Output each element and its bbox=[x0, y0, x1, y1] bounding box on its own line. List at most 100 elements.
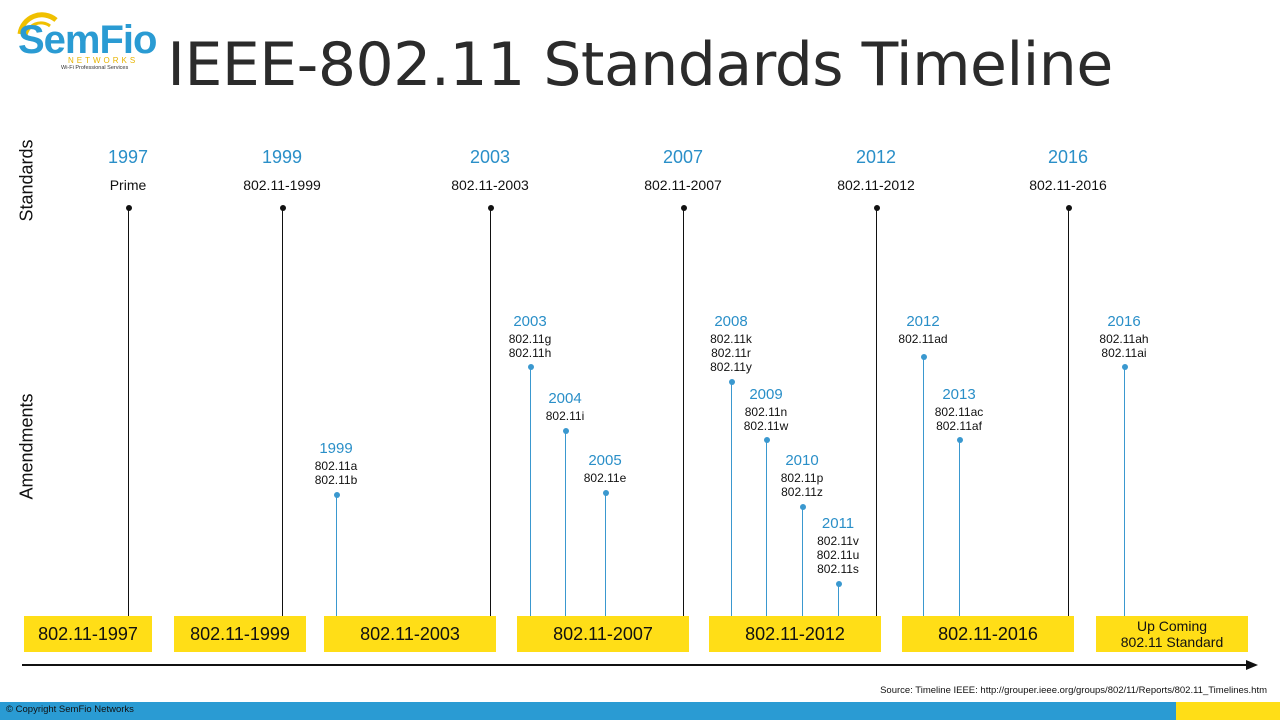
standard-name: 802.11-2016 bbox=[1029, 177, 1107, 193]
standard-box-1997: 802.11-1997 bbox=[24, 616, 152, 652]
amendment-year: 2016 bbox=[1107, 313, 1141, 330]
amendment-year: 2011 bbox=[821, 515, 855, 532]
amendment-dot bbox=[763, 437, 770, 443]
amendment-list: 802.11ac 802.11af bbox=[935, 405, 984, 433]
standard-name: 802.11-2012 bbox=[837, 177, 915, 193]
semfio-logo: SemFio NETWORKS Wi-Fi Professional Servi… bbox=[8, 4, 157, 74]
standard-dot bbox=[279, 205, 286, 211]
amendment-item: 802.11k bbox=[710, 332, 752, 346]
standard-year: 2003 bbox=[469, 147, 511, 167]
standard-dot bbox=[1065, 205, 1072, 211]
amendment-dot bbox=[527, 364, 534, 370]
amendment-dot bbox=[602, 490, 609, 496]
amendment-dot bbox=[835, 581, 842, 587]
timeline-axis bbox=[22, 664, 1248, 666]
amendment-stem bbox=[605, 493, 606, 616]
standard-name: 802.11-1999 bbox=[243, 177, 321, 193]
amendment-year: 2008 bbox=[714, 313, 748, 330]
amendment-stem bbox=[565, 431, 566, 616]
standard-name: Prime bbox=[109, 177, 147, 193]
standard-dot bbox=[125, 205, 132, 211]
amendment-item: 802.11u bbox=[816, 548, 860, 562]
standard-stem bbox=[1068, 208, 1069, 616]
standard-year: 1997 bbox=[107, 147, 149, 167]
amendment-stem bbox=[1124, 367, 1125, 616]
standards-axis-label: Standards bbox=[16, 139, 37, 222]
standard-name: 802.11-2007 bbox=[644, 177, 722, 193]
amendment-year: 2009 bbox=[749, 386, 783, 403]
standard-dot bbox=[487, 205, 494, 211]
amendment-year: 2004 bbox=[548, 390, 582, 407]
amendment-list: 802.11i bbox=[546, 409, 584, 423]
standard-stem bbox=[282, 208, 283, 616]
amendment-item: 802.11p bbox=[780, 471, 824, 485]
amendment-stem bbox=[766, 440, 767, 616]
amendment-item: 802.11g bbox=[508, 332, 552, 346]
logo-arc-icon bbox=[17, 12, 58, 37]
standard-box-2016: 802.11-2016 bbox=[902, 616, 1074, 652]
standard-year: 1999 bbox=[261, 147, 303, 167]
page-title: IEEE-802.11 Standards Timeline bbox=[167, 30, 1113, 100]
amendment-year: 2012 bbox=[906, 313, 940, 330]
standard-box-1999: 802.11-1999 bbox=[174, 616, 306, 652]
amendment-list: 802.11v 802.11u 802.11s bbox=[817, 534, 860, 576]
upcoming-line-1: Up Coming bbox=[1136, 618, 1208, 634]
amendment-item: 802.11ah bbox=[1099, 332, 1149, 346]
standard-year: 2016 bbox=[1047, 147, 1089, 167]
standard-stem bbox=[683, 208, 684, 616]
logo-wordmark: SemFio bbox=[18, 18, 157, 62]
amendment-list: 802.11n 802.11w bbox=[744, 405, 788, 433]
amendment-item: 802.11a bbox=[314, 459, 358, 473]
amendment-stem bbox=[838, 584, 839, 616]
amendment-dot bbox=[728, 379, 735, 385]
standard-stem bbox=[876, 208, 877, 616]
amendment-dot bbox=[799, 504, 806, 510]
amendments-axis-label: Amendments bbox=[16, 393, 37, 500]
amendment-stem bbox=[530, 367, 531, 616]
standard-box-2012: 802.11-2012 bbox=[709, 616, 881, 652]
amendment-stem bbox=[802, 507, 803, 616]
amendment-dot bbox=[333, 492, 340, 498]
amendment-stem bbox=[959, 440, 960, 616]
upcoming-line-2: 802.11 Standard bbox=[1120, 634, 1224, 650]
standard-dot bbox=[873, 205, 880, 211]
amendment-year: 2005 bbox=[588, 452, 622, 469]
amendment-dot bbox=[956, 437, 963, 443]
amendment-stem bbox=[923, 357, 924, 616]
amendment-item: 802.11af bbox=[936, 419, 982, 433]
standard-name: 802.11-2003 bbox=[451, 177, 529, 193]
logo-subtitle: NETWORKS bbox=[68, 56, 139, 65]
logo-tagline: Wi-Fi Professional Services bbox=[61, 65, 129, 71]
amendment-item: 802.11ac bbox=[934, 405, 984, 419]
amendment-list: 802.11ad bbox=[898, 332, 947, 346]
amendment-stem bbox=[336, 495, 337, 616]
amendment-item: 802.11n bbox=[744, 405, 788, 419]
standard-stem bbox=[490, 208, 491, 616]
amendment-list: 802.11k 802.11r 802.11y bbox=[710, 332, 752, 374]
timeline-arrow-icon bbox=[1246, 660, 1258, 670]
standard-box-2007: 802.11-2007 bbox=[517, 616, 689, 652]
standard-stem bbox=[128, 208, 129, 616]
amendment-item: 802.11ai bbox=[1101, 346, 1147, 360]
amendment-list: 802.11ah 802.11ai bbox=[1099, 332, 1148, 360]
standard-year: 2007 bbox=[662, 147, 704, 167]
amendment-item: 802.11z bbox=[781, 485, 823, 499]
amendment-item: 802.11b bbox=[314, 473, 358, 487]
amendment-item: 802.11s bbox=[817, 562, 859, 576]
amendment-list: 802.11p 802.11z bbox=[781, 471, 824, 499]
upcoming-standard-box: Up Coming 802.11 Standard bbox=[1096, 616, 1248, 652]
amendment-item: 802.11i bbox=[545, 409, 585, 423]
amendment-year: 2003 bbox=[513, 313, 547, 330]
footer-accent bbox=[1176, 702, 1280, 720]
source-note: Source: Timeline IEEE: http://grouper.ie… bbox=[880, 685, 1267, 696]
standard-dot bbox=[680, 205, 687, 211]
amendment-item: 802.11ad bbox=[898, 332, 948, 346]
amendment-year: 1999 bbox=[319, 440, 353, 457]
amendment-year: 2010 bbox=[785, 452, 819, 469]
amendment-dot bbox=[920, 354, 927, 360]
standard-year: 2012 bbox=[855, 147, 897, 167]
standard-box-2003: 802.11-2003 bbox=[324, 616, 496, 652]
amendment-item: 802.11e bbox=[583, 471, 627, 485]
amendment-list: 802.11e bbox=[584, 471, 627, 485]
